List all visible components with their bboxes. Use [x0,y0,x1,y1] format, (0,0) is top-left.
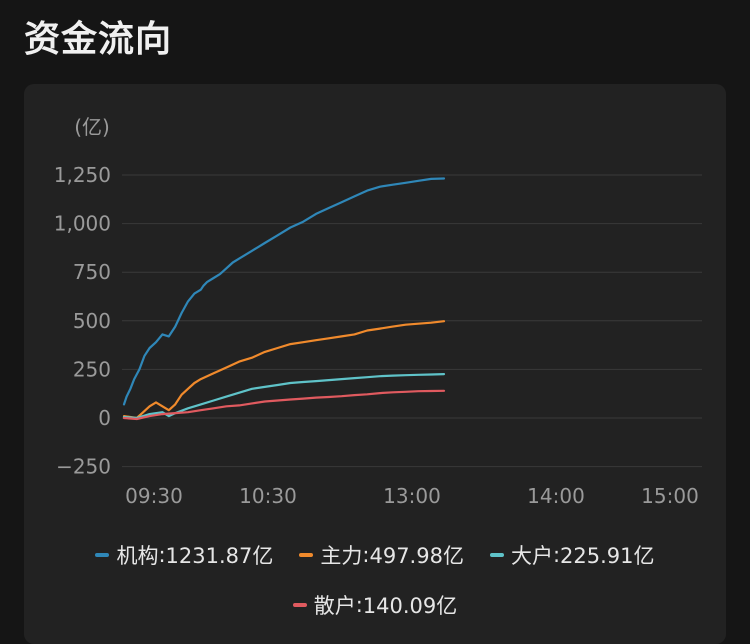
axis-layer: (亿) 1,250 1,000 750 500 250 0 −250 09:30 10:30 13:… [54,115,699,508]
legend-value-dahu: 225.91亿 [560,544,655,568]
legend-item-jigou[interactable]: 机构:1231.87亿 [95,540,273,570]
series-line-2 [122,373,446,420]
legend-value-zhuli: 497.98亿 [369,544,464,568]
page-title: 资金流向 [24,19,173,60]
y-axis-unit-label: (亿) [74,115,110,139]
legend-item-dahu[interactable]: 大户:225.91亿 [489,540,655,570]
legend-label-zhuli: 主力 [320,544,363,568]
legend-item-sanhu[interactable]: 散户:140.09亿 [292,590,458,620]
y-tick-label: 0 [98,406,111,430]
legend-swatch-sanhu [292,603,307,607]
grid-layer [122,174,702,468]
legend-label-sanhu: 散户 [313,594,356,618]
y-tick-label: −250 [56,455,111,479]
legend-value-sanhu: 140.09亿 [362,594,458,618]
legend-label-jigou: 机构 [116,544,159,568]
y-tick-label: 500 [73,309,111,333]
fund-flow-chart: (亿) 1,250 1,000 750 500 250 0 −250 09:30 10:30 13:… [54,115,702,508]
legend-swatch-dahu [489,553,504,557]
x-tick-label: 09:30 [125,484,183,508]
series-line-0 [122,177,446,406]
x-tick-label: 13:00 [383,484,441,508]
series-line-1 [122,320,446,420]
legend-row-1: 机构:1231.87亿 主力:497.98亿 大户:225.91亿 [0,540,750,570]
x-tick-label: 14:00 [527,484,585,508]
legend-label-dahu: 大户 [510,544,553,568]
legend-value-jigou: 1231.87亿 [165,544,274,568]
y-tick-label: 1,250 [54,163,111,187]
y-tick-label: 250 [73,357,111,381]
legend-swatch-jigou [95,553,110,557]
x-tick-label: 15:00 [641,484,699,508]
y-tick-label: 1,000 [54,212,111,236]
series-layer [122,177,446,421]
y-tick-label: 750 [73,260,111,284]
x-tick-label: 10:30 [239,484,297,508]
legend-swatch-zhuli [299,553,314,557]
series-line-3 [122,389,446,421]
legend-row-2: 散户:140.09亿 [0,590,750,620]
legend-item-zhuli[interactable]: 主力:497.98亿 [299,540,464,570]
